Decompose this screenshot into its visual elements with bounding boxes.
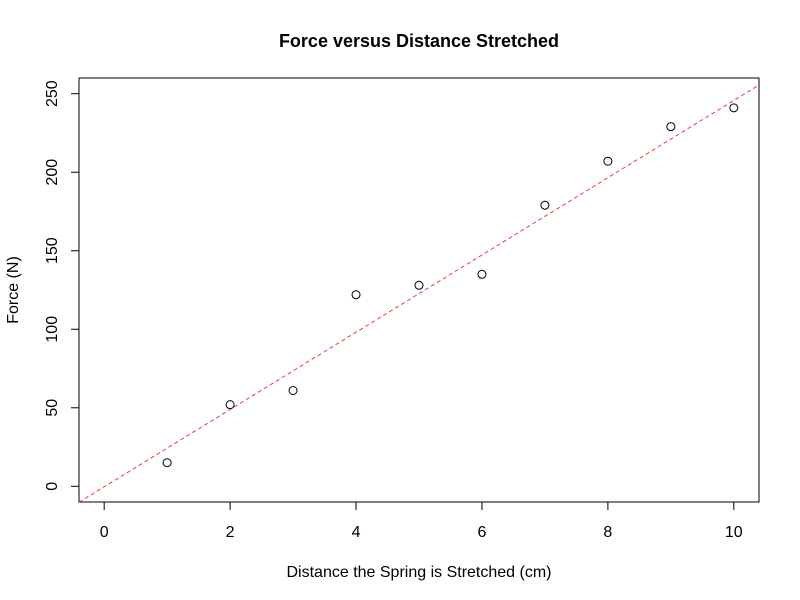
x-tick-label: 0	[100, 524, 109, 541]
data-point	[162, 458, 172, 468]
data-point	[225, 400, 235, 410]
plot-frame	[78, 77, 760, 503]
y-tick-label: 0	[44, 482, 61, 491]
x-tick-label: 4	[352, 524, 361, 541]
y-tick-label: 50	[44, 399, 61, 417]
data-point	[729, 103, 739, 113]
x-tick-label: 8	[603, 524, 612, 541]
data-point	[603, 156, 613, 166]
y-tick-label: 250	[44, 80, 61, 107]
y-tick-label: 150	[44, 237, 61, 264]
x-tick-label: 10	[725, 524, 743, 541]
data-point	[351, 290, 361, 300]
y-tick-label: 200	[44, 159, 61, 186]
regression-line	[79, 84, 759, 502]
data-point	[666, 122, 676, 132]
data-point	[540, 200, 550, 210]
x-axis-label: Distance the Spring is Stretched (cm)	[287, 564, 552, 581]
x-tick-label: 2	[226, 524, 235, 541]
data-point	[288, 386, 298, 396]
data-point	[477, 269, 487, 279]
chart-title: Force versus Distance Stretched	[279, 31, 559, 51]
data-point	[414, 280, 424, 290]
x-tick-label: 6	[478, 524, 487, 541]
y-axis-label: Force (N)	[5, 256, 22, 324]
y-tick-label: 100	[44, 316, 61, 343]
